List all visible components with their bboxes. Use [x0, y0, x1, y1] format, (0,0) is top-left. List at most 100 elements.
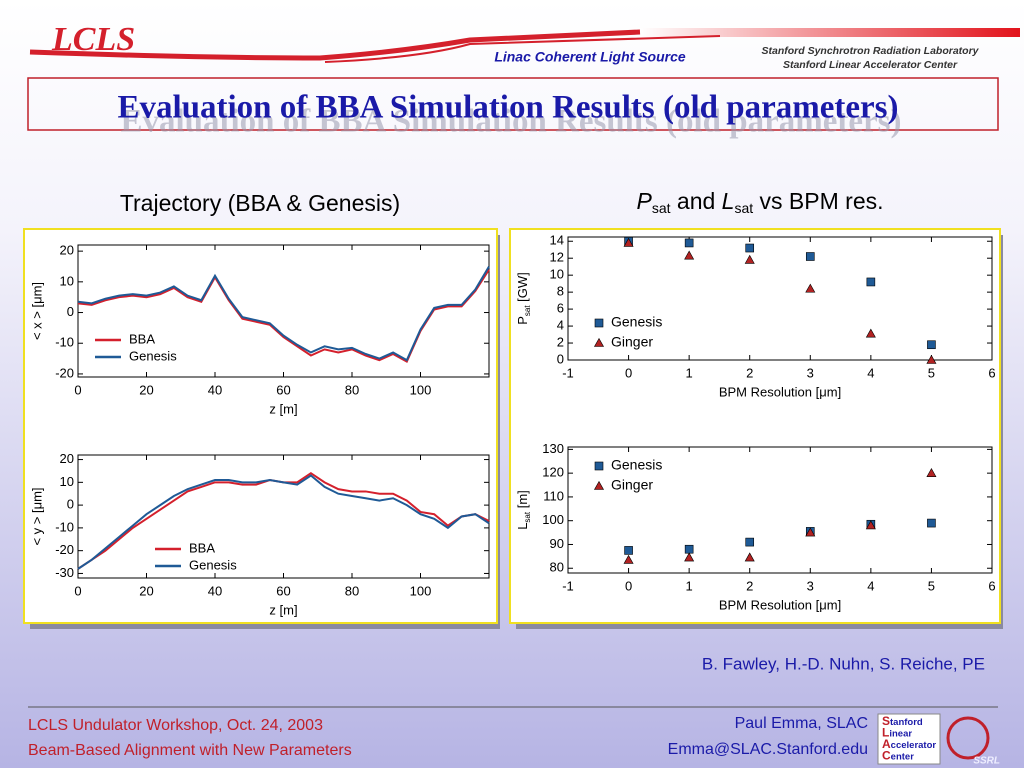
y-tick-label: -10 [55, 519, 74, 534]
x-tick-label: 60 [276, 382, 290, 397]
slac-logo [877, 713, 941, 765]
y-tick-label: 80 [550, 560, 564, 575]
y-label-sub: sat [523, 305, 532, 316]
x-axis-label: BPM Resolution [μm] [719, 597, 841, 612]
marker [684, 238, 694, 248]
slac-word: ccelerator [891, 740, 937, 751]
slac-word: inear [889, 728, 912, 739]
y-tick-label: 20 [60, 243, 74, 258]
slac-line: Linear [882, 726, 912, 740]
left-panel [23, 228, 498, 624]
y-label-sub: sat [523, 511, 532, 522]
y-label-unit: [m] [515, 490, 530, 508]
legend-swatch [594, 461, 604, 471]
x-tick-label: 4 [867, 365, 874, 380]
x-tick-label: 0 [74, 382, 81, 397]
x-tick-label: 3 [807, 578, 814, 593]
marker [865, 520, 876, 530]
heading-part: and [677, 188, 715, 214]
slac-initial: A [882, 737, 891, 751]
right-heading: Psat and Lsat vs BPM res. [636, 188, 883, 216]
y-tick-label: 4 [557, 318, 564, 333]
y-tick-label: 10 [60, 273, 74, 288]
legend-label: BBA [129, 331, 155, 346]
x-tick-label: 0 [625, 365, 632, 380]
slac-initial: S [882, 714, 890, 728]
heading-part: sat [734, 200, 753, 216]
marker [684, 552, 695, 562]
slac-line: Stanford [882, 714, 923, 728]
y-label-symbol: P [515, 316, 530, 325]
authors: B. Fawley, H.-D. Nuhn, S. Reiche, PE [702, 654, 985, 673]
heading-part: sat [652, 200, 671, 216]
x-tick-label: 60 [276, 583, 290, 598]
slac-word: tanford [890, 717, 923, 728]
y-tick-label: 0 [67, 497, 74, 512]
left-heading: Trajectory (BBA & Genesis) [120, 190, 400, 216]
y-tick-label: -20 [55, 542, 74, 557]
plot-frame [567, 236, 993, 361]
y-tick-label: 20 [60, 451, 74, 466]
heading-part: L [722, 188, 735, 214]
y-label-symbol: L [515, 523, 530, 530]
y-tick-label: -20 [55, 365, 74, 380]
y-tick-label: 6 [557, 301, 564, 316]
x-tick-label: 5 [928, 365, 935, 380]
x-tick-label: 40 [208, 382, 222, 397]
right-panel [509, 228, 1001, 624]
title-box [27, 77, 999, 131]
plot-frame [567, 446, 993, 574]
series-line [77, 265, 490, 362]
marker [744, 552, 755, 562]
y-tick-label: 130 [542, 441, 564, 456]
y-tick-label: 120 [542, 465, 564, 480]
heading-part: vs BPM res. [760, 188, 884, 214]
header-bars [29, 28, 1020, 63]
y-tick-label: -30 [55, 565, 74, 580]
x-tick-label: 20 [139, 382, 153, 397]
y-tick-label: 0 [557, 351, 564, 366]
x-axis-label: z [m] [269, 602, 297, 617]
x-tick-label: 5 [928, 578, 935, 593]
y-tick-label: 2 [557, 334, 564, 349]
y-tick-label: 90 [550, 536, 564, 551]
x-tick-label: 2 [746, 578, 753, 593]
x-tick-label: 0 [625, 578, 632, 593]
marker [624, 546, 633, 555]
y-axis-label: Lsat [m] [515, 490, 532, 530]
marker [684, 544, 694, 554]
series-line [77, 474, 490, 570]
y-tick-label: 110 [543, 488, 564, 503]
y-tick-label: 8 [557, 284, 564, 299]
marker [684, 250, 695, 260]
x-tick-label: 4 [867, 578, 874, 593]
ssrl-text: SSRL [973, 756, 1000, 767]
lab-name: Stanford Linear Accelerator Center [783, 59, 958, 71]
x-tick-label: 100 [410, 382, 432, 397]
x-tick-label: 1 [686, 365, 693, 380]
x-tick-label: -1 [562, 578, 574, 593]
y-label-unit: [GW] [515, 272, 530, 302]
slac-initial: C [882, 749, 891, 763]
legend-label: Genesis [611, 314, 662, 330]
marker [927, 518, 936, 528]
x-tick-label: 80 [345, 583, 359, 598]
y-tick-label: 0 [67, 304, 74, 319]
slac-line: Center [882, 749, 914, 763]
x-tick-label: 1 [686, 578, 693, 593]
legend-swatch [594, 318, 604, 328]
heading-part: P [636, 188, 652, 214]
marker [745, 537, 755, 547]
x-tick-label: 40 [208, 583, 222, 598]
legend-label: Genesis [189, 557, 237, 572]
x-tick-label: -1 [562, 365, 574, 380]
marker [805, 527, 816, 537]
x-tick-label: 3 [807, 365, 814, 380]
y-tick-label: 10 [550, 267, 564, 282]
slac-line: Accelerator [882, 737, 936, 751]
marker [927, 340, 936, 350]
x-tick-label: 20 [139, 583, 153, 598]
legend-swatch [593, 480, 605, 490]
